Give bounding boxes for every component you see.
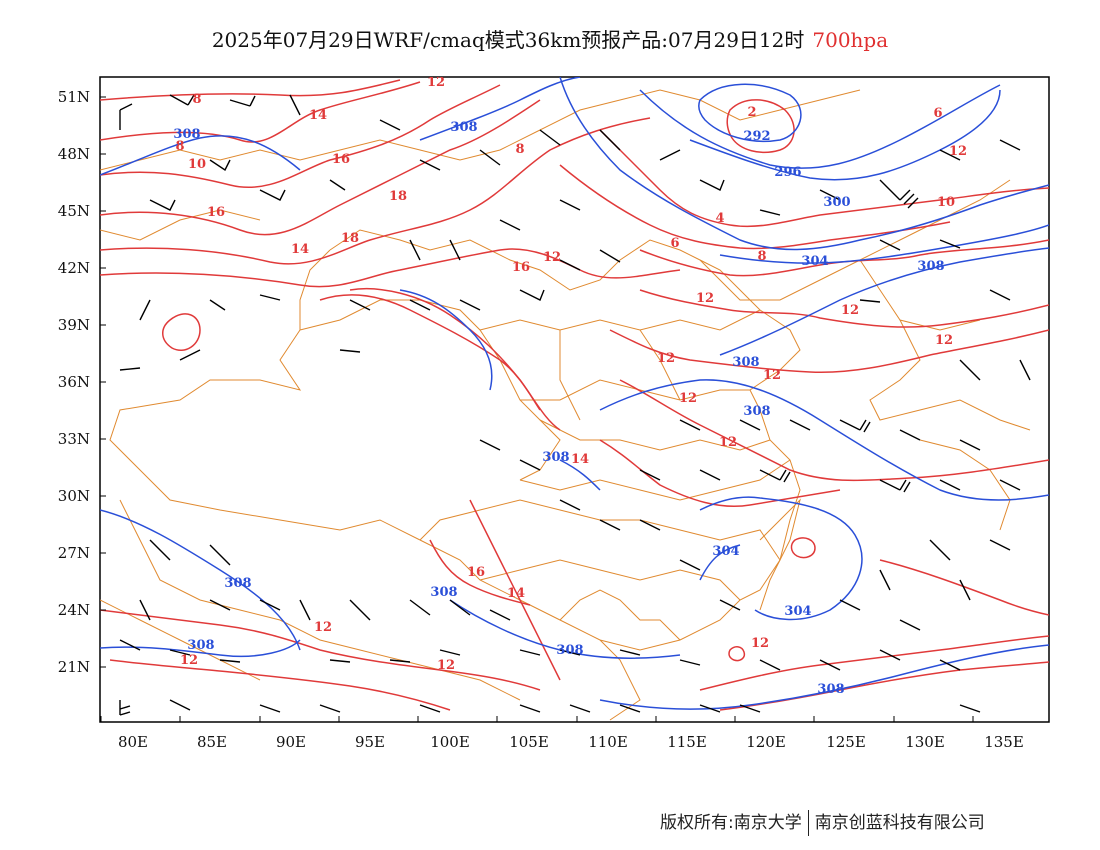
temperature-label: 12 [719,435,737,450]
temperature-label: 6 [670,236,679,251]
map-title: 2025年07月29日WRF/cmaq模式36km预报产品:07月29日12时 7… [0,24,1100,53]
lon-tick-label: 85E [197,733,227,751]
lon-tick-label: 130E [905,733,945,751]
lat-tick-label: 33N [58,430,90,448]
lat-tick-label: 36N [58,373,90,391]
height-label: 300 [823,195,850,210]
lon-tick-label: 105E [509,733,549,751]
temperature-label: 8 [757,249,766,264]
lon-tick-label: 115E [667,733,707,751]
height-label: 296 [774,165,801,180]
height-label: 308 [556,643,583,658]
temperature-label: 18 [389,189,407,204]
lon-tick-label: 80E [118,733,148,751]
lon-tick-label: 110E [588,733,628,751]
height-label: 308 [917,259,944,274]
height-label: 308 [743,404,770,419]
height-label: 308 [187,638,214,653]
lat-tick-label: 21N [58,658,90,676]
longitude-labels: 80E 85E 90E 95E 100E 105E 110E 115E 120E… [118,733,1024,751]
height-label: 292 [743,129,770,144]
temperature-label: 6 [933,106,942,121]
lon-tick-label: 120E [746,733,786,751]
temperature-label: 16 [467,565,485,580]
temperature-label: 14 [291,242,309,257]
temperature-label: 12 [751,636,769,651]
temperature-label: 14 [571,452,589,467]
axis-ticks [100,96,974,722]
temperature-label: 12 [696,291,714,306]
temperature-label: 8 [515,142,524,157]
temperature-label: 16 [512,260,530,275]
title-level: 700hpa [812,28,889,52]
temperature-label: 2 [747,105,756,120]
lat-tick-label: 48N [58,145,90,163]
lat-tick-label: 51N [58,88,90,106]
height-label: 308 [732,355,759,370]
height-label: 308 [224,576,251,591]
temperature-label: 12 [949,144,967,159]
latitude-labels: 51N 48N 45N 42N 39N 36N 33N 30N 27N 24N … [58,88,90,676]
lon-tick-label: 135E [984,733,1024,751]
height-label: 308 [173,127,200,142]
height-label: 304 [712,544,739,559]
height-label: 304 [784,604,811,619]
wind-barbs [119,94,1031,716]
temperature-label: 16 [207,205,225,220]
lat-tick-label: 45N [58,202,90,220]
temperature-label: 18 [341,231,359,246]
temperature-label: 8 [192,92,201,107]
temperature-label: 8 [175,139,184,154]
height-label: 308 [542,450,569,465]
temperature-label: 12 [935,333,953,348]
height-label: 308 [430,585,457,600]
temperature-label: 10 [937,195,955,210]
footer-divider [807,810,809,836]
temperature-label: 16 [332,152,350,167]
temperature-label: 12 [314,620,332,635]
lon-tick-label: 90E [276,733,306,751]
height-label-group: 308 308 292 296 300 304 308 308 308 308 … [173,120,944,697]
temperature-label: 12 [427,75,445,90]
temperature-label: 12 [180,653,198,668]
height-label: 308 [450,120,477,135]
lon-tick-label: 125E [826,733,866,751]
temperature-label: 4 [715,211,724,226]
lat-tick-label: 27N [58,544,90,562]
lat-tick-label: 24N [58,601,90,619]
temperature-label: 12 [841,303,859,318]
lon-tick-label: 95E [355,733,385,751]
temperature-label: 12 [679,391,697,406]
height-label: 304 [801,254,828,269]
height-contours [100,77,1049,710]
height-label: 308 [817,682,844,697]
copyright-company: 南京创蓝科技有限公司 [814,813,985,833]
temperature-label-group: 12 8 2 6 8 14 8 10 16 12 18 16 18 14 12 … [175,75,967,673]
title-main: 2025年07月29日WRF/cmaq模式36km预报产品:07月29日12时 [211,28,805,52]
lon-tick-label: 100E [430,733,470,751]
temperature-label: 10 [188,157,206,172]
lat-tick-label: 39N [58,316,90,334]
lat-tick-label: 30N [58,487,90,505]
map-frame [99,76,1050,723]
temperature-contours [100,79,1049,711]
temperature-label: 14 [507,586,525,601]
temperature-label: 14 [309,108,327,123]
temperature-label: 12 [657,351,675,366]
temperature-label: 12 [763,368,781,383]
copyright-footer: 版权所有:南京大学 南京创蓝科技有限公司 [660,808,985,836]
copyright-owner: 版权所有:南京大学 [660,813,802,833]
temperature-label: 12 [543,250,561,265]
lat-tick-label: 42N [58,259,90,277]
temperature-label: 12 [437,658,455,673]
